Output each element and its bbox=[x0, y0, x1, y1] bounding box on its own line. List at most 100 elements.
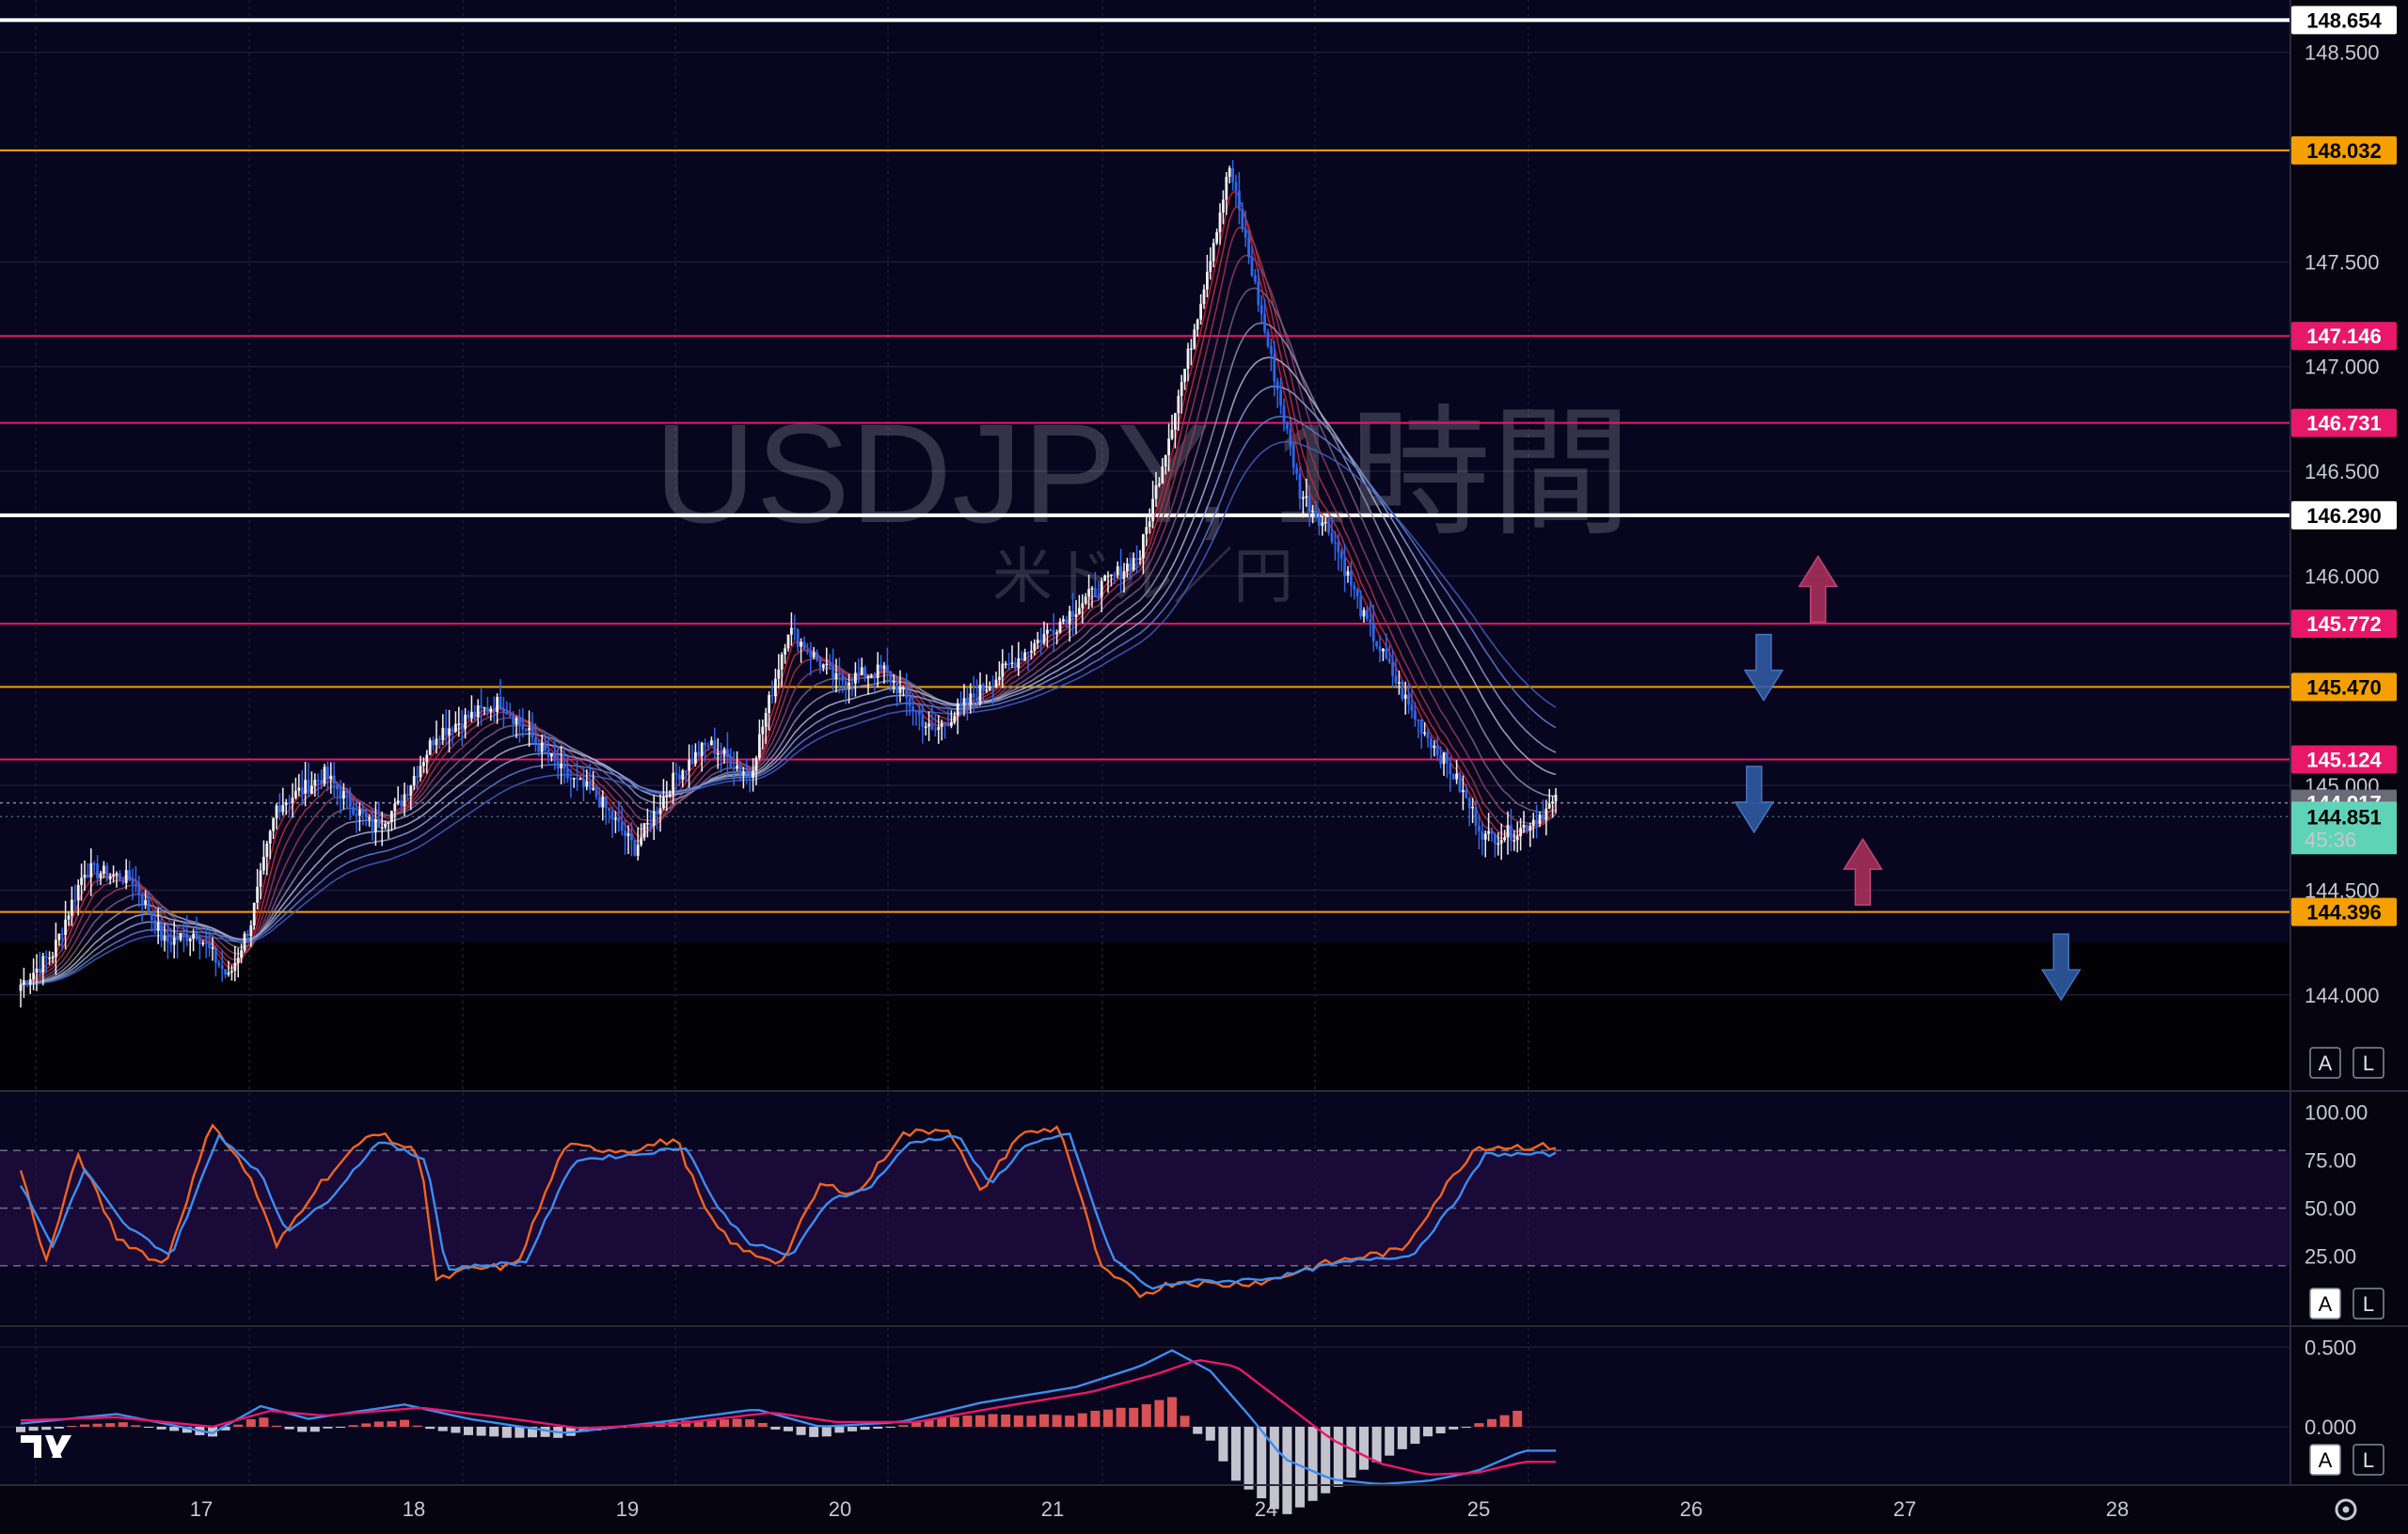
candle-body bbox=[710, 740, 713, 746]
candle-body bbox=[300, 787, 304, 794]
candle-body bbox=[393, 803, 397, 812]
macd-histogram-bar bbox=[437, 1427, 448, 1431]
candle-body bbox=[1154, 484, 1158, 499]
candle-body bbox=[1020, 657, 1023, 661]
candle-body bbox=[784, 648, 786, 656]
macd-histogram-bar bbox=[1039, 1414, 1049, 1428]
candle-body bbox=[103, 865, 105, 874]
macd-histogram-bar bbox=[1295, 1427, 1305, 1508]
candle-body bbox=[1241, 209, 1244, 229]
candle-body bbox=[630, 832, 633, 841]
candle-body bbox=[1305, 496, 1308, 498]
candle-body bbox=[863, 667, 866, 679]
macd-histogram-bar bbox=[1180, 1415, 1190, 1428]
candle-body bbox=[508, 714, 512, 717]
macd-histogram-bar bbox=[323, 1427, 333, 1429]
candle-body bbox=[547, 750, 550, 757]
candle-body bbox=[720, 753, 722, 755]
candle-body bbox=[1116, 566, 1119, 576]
auto-button-macd[interactable] bbox=[2309, 1444, 2341, 1476]
candle-body bbox=[1090, 588, 1094, 590]
candle-body bbox=[1446, 752, 1449, 764]
macd-histogram-bar bbox=[259, 1417, 269, 1428]
price-tick-label: 144.500 bbox=[2305, 878, 2380, 902]
candle-body bbox=[268, 830, 272, 844]
candle-body bbox=[1423, 732, 1426, 735]
candle-body bbox=[1113, 574, 1117, 577]
candle-body bbox=[294, 790, 297, 799]
price-tick-label: 147.000 bbox=[2305, 356, 2380, 379]
candle-body bbox=[291, 798, 294, 803]
candle-body bbox=[176, 937, 179, 941]
date-label-18: 18 bbox=[403, 1497, 425, 1521]
candle-body bbox=[1148, 521, 1151, 528]
candle-body bbox=[953, 715, 957, 722]
candle-body bbox=[374, 818, 377, 832]
candle-body bbox=[1334, 542, 1337, 544]
candle-body bbox=[768, 694, 770, 714]
candle-body bbox=[1494, 833, 1497, 845]
candle-body bbox=[166, 936, 169, 942]
log-button-stoch[interactable] bbox=[2353, 1288, 2384, 1320]
auto-button-stoch[interactable] bbox=[2309, 1288, 2341, 1320]
candle-body bbox=[736, 765, 738, 769]
candle-body bbox=[80, 878, 83, 885]
price-tag-147.146 bbox=[2291, 322, 2397, 351]
macd-histogram-bar bbox=[1141, 1404, 1151, 1428]
candle-body bbox=[1161, 466, 1164, 484]
macd-histogram-bar bbox=[476, 1427, 486, 1436]
candle-body bbox=[1522, 824, 1526, 829]
price-tick-label: 144.000 bbox=[2305, 984, 2380, 1007]
price-tag-text-145.772: 145.772 bbox=[2306, 612, 2382, 636]
candle-body bbox=[1151, 498, 1154, 522]
gear-icon[interactable] bbox=[2335, 1498, 2357, 1521]
log-button-macd[interactable] bbox=[2353, 1444, 2384, 1476]
candle-body bbox=[249, 925, 253, 936]
log-button-main[interactable] bbox=[2353, 1047, 2384, 1079]
candle-body bbox=[1531, 819, 1535, 827]
tradingview-logo[interactable] bbox=[21, 1435, 71, 1458]
candle-body bbox=[1407, 694, 1410, 705]
date-label-21: 21 bbox=[1041, 1497, 1064, 1521]
candle-body bbox=[278, 805, 281, 813]
candle-body bbox=[1369, 619, 1372, 624]
candle-body bbox=[320, 780, 323, 784]
candle-body bbox=[834, 672, 838, 680]
candle-body bbox=[240, 950, 243, 958]
candle-body bbox=[796, 629, 800, 647]
macd-histogram-bar bbox=[1321, 1427, 1331, 1494]
macd-tick-label: 0.000 bbox=[2305, 1415, 2356, 1439]
candle-body bbox=[1266, 331, 1270, 347]
candle-body bbox=[850, 682, 854, 685]
candle-body bbox=[1513, 840, 1516, 842]
logo-mark bbox=[21, 1435, 71, 1458]
candle-body bbox=[610, 811, 614, 820]
macd-histogram-bar bbox=[770, 1427, 781, 1430]
candle-body bbox=[822, 664, 825, 669]
candle-body bbox=[1263, 313, 1266, 332]
candle-body bbox=[886, 665, 889, 672]
candle-body bbox=[1259, 305, 1263, 314]
candle-body bbox=[297, 787, 301, 791]
candle-body bbox=[1129, 563, 1133, 571]
candle-body bbox=[738, 765, 742, 772]
macd-histogram-bar bbox=[1231, 1427, 1241, 1481]
candle-body bbox=[201, 942, 205, 944]
candle-body bbox=[99, 873, 103, 878]
macd-histogram-bar bbox=[1090, 1410, 1101, 1428]
macd-histogram-bar bbox=[988, 1414, 998, 1428]
candle-body bbox=[451, 728, 454, 733]
candle-body bbox=[364, 813, 368, 818]
candle-body bbox=[914, 710, 918, 713]
candle-body bbox=[220, 965, 224, 970]
candle-body bbox=[956, 704, 959, 716]
candle-body bbox=[412, 776, 416, 786]
candle-body bbox=[1174, 413, 1177, 430]
macd-tick-label: 0.500 bbox=[2305, 1336, 2356, 1359]
auto-button-main[interactable] bbox=[2309, 1047, 2341, 1079]
macd-histogram-bar bbox=[1205, 1427, 1215, 1441]
candle-body bbox=[1414, 710, 1417, 720]
candle-body bbox=[560, 763, 562, 768]
candle-body bbox=[332, 775, 336, 784]
candle-body bbox=[1202, 289, 1206, 305]
